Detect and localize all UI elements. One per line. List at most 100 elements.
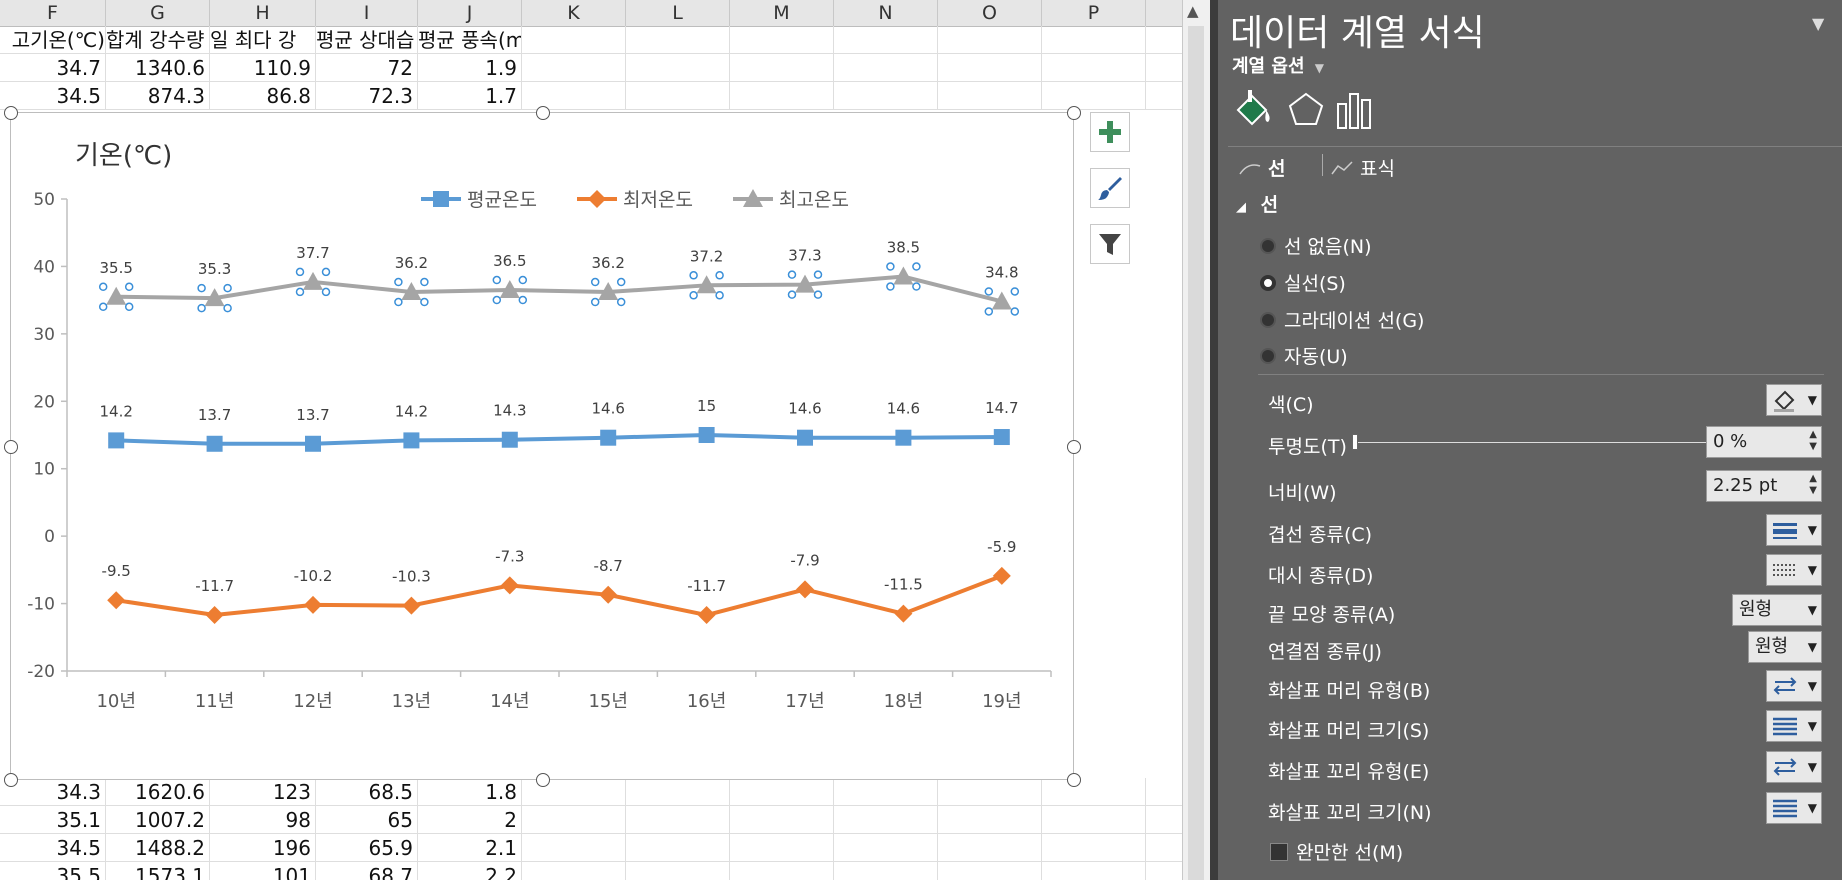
join-type-dropdown[interactable]: 원형 ▼	[1748, 631, 1822, 663]
resize-handle-top-left[interactable]	[4, 106, 18, 120]
width-input[interactable]: 2.25 pt ▲ ▼	[1706, 470, 1822, 502]
scrollbar-thumb[interactable]	[1188, 26, 1204, 880]
column-header-l[interactable]: L	[626, 0, 730, 26]
cell[interactable]: 86.8	[210, 82, 316, 110]
cell[interactable]	[730, 778, 834, 806]
cell[interactable]	[626, 26, 730, 54]
arrow-head-size-dropdown[interactable]: ▼	[1766, 710, 1822, 742]
cell[interactable]	[1042, 54, 1146, 82]
arrow-tail-size-dropdown[interactable]: ▼	[1766, 792, 1822, 824]
cell[interactable]: 2	[418, 806, 522, 834]
cell[interactable]: 1620.6	[106, 778, 210, 806]
pane-options-chevron-icon[interactable]: ▼	[1812, 14, 1825, 33]
cell[interactable]	[730, 26, 834, 54]
cell[interactable]: 1488.2	[106, 834, 210, 862]
line-chart[interactable]: 50 40 30 20 10 0 -10 -20 10년 11년 12년 13년 14년 15년 16년 17…	[11, 113, 1073, 779]
cell[interactable]	[730, 834, 834, 862]
cell[interactable]	[834, 82, 938, 110]
cell[interactable]	[1042, 806, 1146, 834]
cell[interactable]	[730, 82, 834, 110]
cell[interactable]	[938, 806, 1042, 834]
column-header-p[interactable]: P	[1042, 0, 1146, 26]
cell[interactable]: 35.5	[0, 862, 106, 880]
cell[interactable]	[938, 54, 1042, 82]
radio-circle[interactable]	[1260, 347, 1276, 364]
smooth-line-checkbox-row[interactable]: 완만한 선(M)	[1270, 838, 1403, 865]
resize-handle-bottom[interactable]	[536, 773, 550, 787]
column-header-n[interactable]: N	[834, 0, 938, 26]
resize-handle-right[interactable]	[1067, 440, 1081, 454]
resize-handle-bottom-left[interactable]	[4, 773, 18, 787]
radio-gradient-line[interactable]: 그라데이션 선(G)	[1260, 306, 1424, 333]
cell[interactable]: 123	[210, 778, 316, 806]
cell[interactable]	[522, 778, 626, 806]
cell[interactable]: 1.8	[418, 778, 522, 806]
radio-circle-selected[interactable]	[1260, 274, 1276, 291]
cell[interactable]: 1573.1	[106, 862, 210, 880]
line-section-header[interactable]: ◢ 선	[1236, 190, 1278, 217]
cell[interactable]: 72	[316, 54, 418, 82]
chart-area[interactable]: 기온(℃) 50 40 30 20 10 0 -10 -20 10년 11년 12년 13년 14년 15…	[10, 112, 1074, 780]
cell[interactable]: 35.1	[0, 806, 106, 834]
cell[interactable]: 34.3	[0, 778, 106, 806]
cell[interactable]	[522, 806, 626, 834]
cell[interactable]	[730, 862, 834, 880]
cell[interactable]: 65	[316, 806, 418, 834]
cell[interactable]	[834, 54, 938, 82]
spinner-arrows-icon[interactable]: ▲ ▼	[1809, 473, 1817, 496]
spinner-arrows-icon[interactable]: ▲ ▼	[1809, 429, 1817, 452]
cell[interactable]	[1042, 82, 1146, 110]
radio-circle[interactable]	[1260, 311, 1276, 328]
cell[interactable]: 2.2	[418, 862, 522, 880]
column-header-i[interactable]: I	[316, 0, 418, 26]
dash-type-dropdown[interactable]: ▼	[1766, 554, 1822, 586]
smooth-line-checkbox[interactable]	[1270, 842, 1288, 861]
column-header-m[interactable]: M	[730, 0, 834, 26]
cell[interactable]: 68.7	[316, 862, 418, 880]
cell[interactable]	[938, 778, 1042, 806]
cell[interactable]: 일 최다 강	[210, 26, 316, 54]
cell[interactable]	[626, 778, 730, 806]
column-header-f[interactable]: F	[0, 0, 106, 26]
cell[interactable]	[1042, 862, 1146, 880]
cell[interactable]	[522, 26, 626, 54]
radio-automatic[interactable]: 자동(U)	[1260, 342, 1348, 369]
transparency-input[interactable]: 0 % ▲ ▼	[1706, 426, 1822, 458]
chart-filter-button[interactable]	[1090, 224, 1130, 264]
cell[interactable]: 34.7	[0, 54, 106, 82]
cell[interactable]: 196	[210, 834, 316, 862]
cell[interactable]	[834, 778, 938, 806]
cell[interactable]	[938, 82, 1042, 110]
cell[interactable]	[1042, 778, 1146, 806]
chart-styles-button[interactable]	[1090, 168, 1130, 208]
chart-elements-button[interactable]	[1090, 112, 1130, 152]
cell[interactable]: 98	[210, 806, 316, 834]
format-data-series-pane[interactable]: 데이터 계열 서식 ▼ 계열 옵션 ▼ 선 표식 ◢ 선	[1218, 0, 1842, 880]
radio-circle[interactable]	[1260, 237, 1276, 254]
pane-divider[interactable]	[1210, 0, 1218, 880]
resize-handle-left[interactable]	[4, 440, 18, 454]
cell[interactable]	[730, 806, 834, 834]
cell[interactable]: 평균 상대습	[316, 26, 418, 54]
cell[interactable]: 72.3	[316, 82, 418, 110]
column-header-k[interactable]: K	[522, 0, 626, 26]
cell[interactable]: 874.3	[106, 82, 210, 110]
resize-handle-bottom-right[interactable]	[1067, 773, 1081, 787]
marker-subtab[interactable]: 표식	[1330, 154, 1395, 181]
cell[interactable]	[834, 806, 938, 834]
chart-title[interactable]: 기온(℃)	[75, 141, 173, 171]
cell[interactable]	[626, 862, 730, 880]
cell[interactable]	[938, 834, 1042, 862]
cell[interactable]	[1042, 834, 1146, 862]
cell[interactable]: 68.5	[316, 778, 418, 806]
scroll-up-arrow-icon[interactable]: ▲	[1187, 2, 1199, 20]
line-subtab[interactable]: 선	[1238, 154, 1285, 181]
cell[interactable]: 고기온(℃)	[0, 26, 106, 54]
cell[interactable]: 1.9	[418, 54, 522, 82]
cell[interactable]	[626, 82, 730, 110]
arrow-head-type-dropdown[interactable]: ▼	[1766, 670, 1822, 702]
cell[interactable]: 110.9	[210, 54, 316, 82]
cell[interactable]: 평균 풍속(m/s)	[418, 26, 522, 54]
effects-tab[interactable]	[1284, 88, 1328, 132]
column-header-j[interactable]: J	[418, 0, 522, 26]
